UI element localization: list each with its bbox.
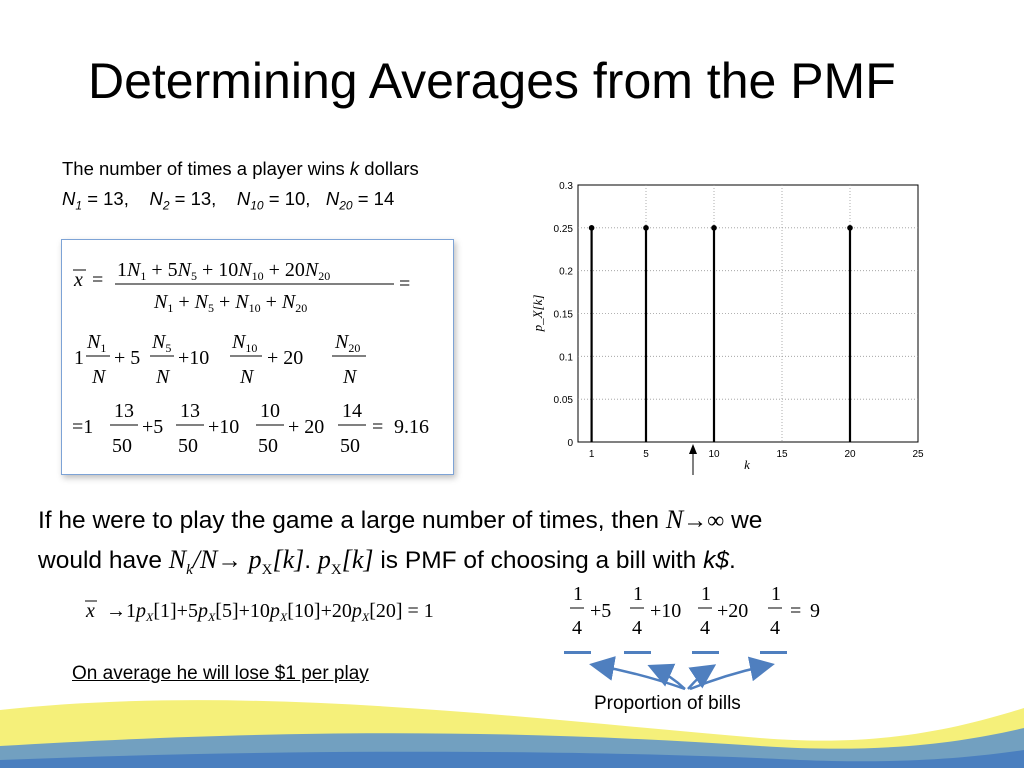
- svg-text:1: 1: [701, 583, 711, 605]
- svg-text:4: 4: [700, 617, 710, 639]
- svg-text:=: =: [92, 269, 103, 291]
- svg-text:+ 5: + 5: [114, 347, 140, 369]
- svg-text:1: 1: [573, 583, 583, 605]
- paragraph-line-2: would have Nk/N→ pX[k]. pX[k] is PMF of …: [38, 545, 736, 578]
- svg-text:14: 14: [342, 400, 362, 422]
- stem-point: [847, 225, 853, 231]
- svg-text:+10: +10: [650, 600, 681, 622]
- svg-text:1N1 + 5N5 + 10N10 + 20N20: 1N1 + 5N5 + 10N10 + 20N20: [117, 259, 330, 283]
- chart-annotation-arrowhead: [689, 444, 697, 454]
- x-tick-label: 20: [844, 449, 856, 460]
- paragraph-line-1: If he were to play the game a large numb…: [38, 505, 763, 534]
- svg-text:+10: +10: [208, 416, 239, 438]
- svg-text:4: 4: [572, 617, 582, 639]
- svg-text:13: 13: [114, 400, 134, 422]
- svg-text:4: 4: [632, 617, 642, 639]
- equation-line-1: x = 1N1 + 5N5 + 10N10 + 20N20 N1 + N5 + …: [73, 259, 410, 315]
- y-tick-label: 0.2: [559, 267, 573, 278]
- svg-text:N20: N20: [334, 331, 360, 355]
- y-tick-label: 0.1: [559, 352, 573, 363]
- svg-text:50: 50: [258, 435, 278, 457]
- stem-point: [643, 225, 649, 231]
- svg-text:x: x: [73, 269, 83, 291]
- bottom-equation-result: 9: [810, 600, 820, 622]
- svg-text:+ 20: + 20: [267, 347, 303, 369]
- y-tick-label: 0.05: [554, 395, 574, 406]
- equation-line-3: =1 13 50 +5 13 50 +10 10 50 + 20 14 50 =…: [72, 400, 429, 457]
- chart-xlabel: k: [744, 457, 750, 472]
- svg-text:→1pX[1]+5pX[5]+10pX[10]+20pX[2: →1pX[1]+5pX[5]+10pX[10]+20pX[20] = 1: [106, 600, 434, 624]
- bill-proportion-marker-1: [564, 651, 591, 654]
- count-n2: N2 = 13,: [149, 188, 217, 213]
- svg-text:50: 50: [178, 435, 198, 457]
- infinity-arrow: →∞: [683, 508, 725, 534]
- stem-point: [588, 225, 595, 231]
- chart-stems: [588, 225, 853, 442]
- svg-text:+10: +10: [178, 347, 209, 369]
- svg-text:+5: +5: [142, 416, 163, 438]
- slide-title: Determining Averages from the PMF: [88, 53, 896, 109]
- svg-text:N10: N10: [231, 331, 257, 355]
- svg-text:1: 1: [633, 583, 643, 605]
- y-tick-label: 0.3: [559, 181, 573, 192]
- svg-text:4: 4: [770, 617, 780, 639]
- svg-text:+20: +20: [717, 600, 748, 622]
- chart-y-ticks: 0 0.05 0.1 0.15 0.2 0.25 0.3: [554, 181, 574, 449]
- equation-box: x = 1N1 + 5N5 + 10N10 + 20N20 N1 + N5 + …: [61, 239, 454, 475]
- y-tick-label: 0.25: [554, 224, 574, 235]
- average-note: On average he will lose $1 per play: [72, 663, 369, 684]
- svg-text:1: 1: [771, 583, 781, 605]
- svg-text:50: 50: [340, 435, 360, 457]
- intro-text: The number of times a player wins: [62, 158, 345, 179]
- x-tick-label: 25: [912, 449, 924, 460]
- y-tick-label: 0.15: [554, 310, 574, 321]
- svg-text:+ 20: + 20: [288, 416, 324, 438]
- svg-text:N: N: [342, 366, 358, 388]
- equation-result: 9.16: [394, 416, 429, 438]
- x-tick-label: 15: [776, 449, 788, 460]
- x-tick-label: 10: [708, 449, 720, 460]
- chart-x-ticks: 1 5 10 15 20 25: [589, 449, 924, 460]
- svg-text:13: 13: [180, 400, 200, 422]
- pmf-chart: 00.050.10.150.20.250.3 1 5 10 15 20 25 k p_X[…: [530, 181, 924, 475]
- counts-line: N1 = 13, N2 = 13, N10 = 10, N20 = 14: [62, 188, 394, 213]
- intro-line: The number of times a player wins k doll…: [62, 158, 419, 180]
- svg-text:=1: =1: [72, 416, 93, 438]
- svg-text:=: =: [399, 273, 410, 295]
- svg-text:N: N: [155, 366, 171, 388]
- count-n10: N10 = 10,: [236, 188, 311, 213]
- para-N: N: [665, 505, 684, 534]
- intro-k: k: [349, 158, 360, 179]
- x-tick-label: 5: [643, 449, 649, 460]
- svg-text:N: N: [239, 366, 255, 388]
- bills-label: Proportion of bills: [594, 693, 741, 714]
- count-n1: N1 = 13,: [62, 188, 129, 213]
- svg-text:N5: N5: [151, 331, 171, 355]
- bottom-equation: x →1pX[1]+5pX[5]+10pX[10]+20pX[20] = 1 1…: [85, 583, 820, 639]
- chart-frame: [577, 184, 919, 443]
- stem-point: [711, 225, 717, 231]
- svg-text:=: =: [372, 416, 383, 438]
- x-tick-label: 1: [589, 449, 595, 460]
- bill-proportion-marker-3: [692, 651, 719, 654]
- svg-text:N1: N1: [86, 331, 106, 355]
- bill-arrows: [589, 656, 775, 691]
- count-n20: N20 = 14: [325, 188, 395, 213]
- svg-text:x: x: [85, 600, 95, 622]
- svg-text:+5: +5: [590, 600, 611, 622]
- svg-text:N: N: [91, 366, 107, 388]
- intro-tail: dollars: [364, 158, 419, 179]
- svg-text:10: 10: [260, 400, 280, 422]
- equation-line-2: 1 N1 N + 5 N5 N +10 N10 N + 20 N20 N: [74, 331, 366, 388]
- bill-proportion-marker-2: [624, 651, 651, 654]
- bottom-wave-decoration: [0, 700, 1024, 768]
- equation-svg: x = 1N1 + 5N5 + 10N10 + 20N20 N1 + N5 + …: [72, 259, 429, 457]
- svg-text:1: 1: [74, 347, 84, 369]
- svg-text:N1 + N5 + N10 + N20: N1 + N5 + N10 + N20: [153, 291, 307, 315]
- chart-ylabel: p_X[k]: [530, 295, 545, 333]
- svg-text:=: =: [790, 600, 801, 622]
- y-tick-label: 0: [567, 438, 573, 449]
- bill-proportion-marker-4: [760, 651, 787, 654]
- svg-text:50: 50: [112, 435, 132, 457]
